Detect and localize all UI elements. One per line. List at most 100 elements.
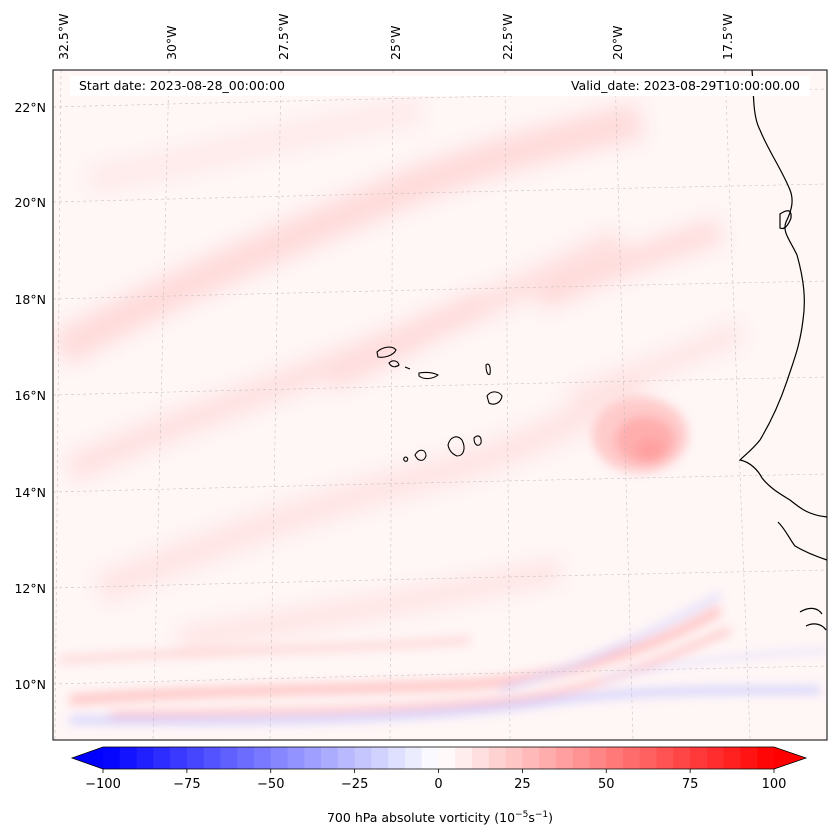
colorbar-tick-label: 100 — [762, 777, 787, 792]
colorbar-cell — [438, 747, 456, 769]
island-boa-vista — [486, 391, 503, 405]
colorbar-cell — [673, 747, 691, 769]
colorbar-cell — [103, 747, 121, 769]
colorbar-cell — [304, 747, 322, 769]
lon-label-27-5w: 27.5°W — [276, 14, 291, 60]
lon-label-22-5w: 22.5°W — [500, 14, 515, 60]
colorbar-cell — [455, 747, 473, 769]
colorbar-min-extend-arrow — [72, 747, 103, 769]
lat-label-14n: 14°N — [14, 485, 46, 500]
lon-label-17-5w: 17.5°W — [720, 14, 735, 60]
colorbar-cell — [505, 747, 523, 769]
lat-label-10n: 10°N — [14, 677, 46, 692]
island-maio — [473, 435, 482, 446]
colorbar-cell — [690, 747, 708, 769]
colorbar-cell — [321, 747, 339, 769]
colorbar-cell — [203, 747, 222, 769]
graticule — [53, 70, 827, 740]
lon-label-30w: 30°W — [164, 25, 179, 60]
colorbar-title-exponent-1: −5 — [515, 810, 528, 820]
colorbar-cell — [740, 747, 758, 769]
colorbar-cell — [388, 747, 406, 769]
colorbar-cell — [639, 747, 658, 769]
colorbar-cell — [287, 747, 305, 769]
lon-label-25w: 25°W — [388, 25, 403, 60]
colorbar-cell — [555, 747, 574, 769]
lon-label-32-5w: 32.5°W — [56, 14, 71, 60]
latitude-labels: 22°N 20°N 18°N 16°N 14°N 12°N 10°N — [14, 100, 46, 692]
colorbar-cell — [371, 747, 389, 769]
graticule-parallel — [53, 376, 827, 396]
colorbar-cell — [119, 747, 138, 769]
island-santo-antao — [376, 346, 397, 358]
colorbar-cell — [170, 747, 188, 769]
colorbar-tick-label: −50 — [257, 777, 284, 792]
colorbar-cell — [623, 747, 641, 769]
colorbar-cell — [572, 747, 591, 769]
colorbar-cell — [220, 747, 238, 769]
lat-label-12n: 12°N — [14, 581, 46, 596]
vortex-feature — [592, 397, 688, 473]
colorbar-cell — [472, 747, 490, 769]
graticule-parallel — [53, 88, 827, 108]
colorbar-cell — [589, 747, 607, 769]
lat-label-20n: 20°N — [14, 195, 46, 210]
colorbar-tick-label: 25 — [514, 777, 531, 792]
west-africa-coast — [738, 70, 827, 518]
colorbar-cell — [488, 747, 507, 769]
guinea-coast — [799, 607, 827, 631]
itcz-bands — [59, 592, 827, 725]
longitude-labels: 32.5°W 30°W 27.5°W 25°W 22.5°W 20°W 17.5… — [56, 14, 735, 60]
colorbar-cell — [337, 747, 356, 769]
island-sao-nicolau — [418, 371, 440, 380]
colorbar-title-unit: s — [528, 810, 535, 825]
graticule-parallel — [53, 183, 827, 203]
colorbar-tick-label: 75 — [682, 777, 699, 792]
colorbar-title-exponent-2: −1 — [535, 810, 548, 820]
colorbar-ticks: −100 −75 −50 −25 0 25 50 75 100 — [85, 769, 786, 792]
colorbar: −100 −75 −50 −25 0 25 50 75 100 700 hPa absolute… — [70, 746, 808, 825]
colorbar-tick-label: −100 — [85, 777, 121, 792]
colorbar-cell — [539, 747, 557, 769]
graticule-parallel — [53, 280, 827, 300]
colorbar-max-extend-arrow — [774, 747, 806, 769]
map-panel — [53, 70, 827, 740]
info-band — [70, 76, 810, 96]
colorbar-cell — [757, 747, 775, 769]
colorbar-cell — [270, 747, 289, 769]
island-fogo — [414, 449, 427, 461]
colorbar-cell — [253, 747, 272, 769]
colorbar-cell — [354, 747, 373, 769]
colorbar-cell — [706, 747, 725, 769]
colorbar-cell — [656, 747, 674, 769]
island-santa-luzia — [404, 366, 411, 370]
senegal-coast — [777, 521, 827, 561]
lat-label-22n: 22°N — [14, 100, 46, 115]
colorbar-cells — [103, 747, 775, 769]
island-sao-vicente — [388, 360, 400, 368]
colorbar-cell — [186, 747, 205, 769]
island-sal — [485, 363, 491, 376]
lat-label-16n: 16°N — [14, 388, 46, 403]
colorbar-cell — [237, 747, 255, 769]
colorbar-cell — [153, 747, 171, 769]
map-frame — [52, 69, 828, 741]
coastline — [738, 70, 827, 631]
colorbar-cell — [522, 747, 540, 769]
coastal-island — [779, 210, 792, 230]
colorbar-cell — [404, 747, 423, 769]
island-brava — [403, 456, 409, 462]
colorbar-title: 700 hPa absolute vorticity (10−5s−1) — [327, 810, 553, 825]
colorbar-cell — [606, 747, 624, 769]
vorticity-streaks — [53, 98, 745, 651]
colorbar-cell — [136, 747, 154, 769]
lat-label-18n: 18°N — [14, 292, 46, 307]
graticule-parallel — [53, 569, 827, 589]
colorbar-tick-label: 50 — [598, 777, 615, 792]
island-santiago — [447, 436, 465, 457]
colorbar-tick-label: −25 — [341, 777, 368, 792]
valid-date-label: Valid_date: 2023-08-29T10:00:00.00 — [571, 78, 800, 93]
colorbar-cell — [723, 747, 742, 769]
colorbar-tick-label: −75 — [173, 777, 200, 792]
